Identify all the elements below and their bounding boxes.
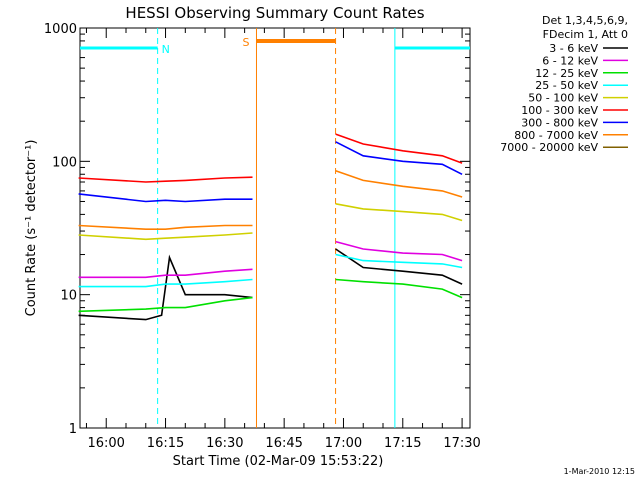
x-tick-label: 17:30 <box>443 436 480 451</box>
y-axis-label: Count Rate (s⁻¹ detector⁻¹) <box>24 140 39 317</box>
annotations: NS <box>80 28 470 428</box>
series-line <box>335 278 463 299</box>
series-line <box>335 133 463 164</box>
saa-label: S <box>242 36 249 49</box>
legend-label: 6 - 12 keV <box>542 54 598 67</box>
legend-label: 7000 - 20000 keV <box>500 141 598 154</box>
series-line <box>78 224 253 230</box>
series-group <box>78 133 463 321</box>
chart-title: HESSI Observing Summary Count Rates <box>125 4 424 22</box>
y-tick-marks <box>80 27 470 429</box>
series-line <box>78 268 253 279</box>
legend-label: 800 - 7000 keV <box>514 129 598 142</box>
legend-label: 12 - 25 keV <box>535 67 598 80</box>
series-line <box>78 176 253 183</box>
series-line <box>335 203 463 222</box>
legend-header-1: Det 1,3,4,5,6,9, <box>542 14 628 27</box>
plot-frame <box>79 27 471 429</box>
x-tick-label: 16:45 <box>265 436 302 451</box>
series-line <box>78 278 253 288</box>
legend-header-2: FDecim 1, Att 0 <box>543 28 628 41</box>
x-axis-label: Start Time (02-Mar-09 15:53:22) <box>173 454 384 469</box>
series-line <box>78 254 253 321</box>
legend-label: 3 - 6 keV <box>549 42 598 55</box>
legend-label: 25 - 50 keV <box>535 79 598 92</box>
y-tick-label: 1000 <box>44 22 77 37</box>
legend-label: 100 - 300 keV <box>521 104 598 117</box>
series-line <box>335 240 463 262</box>
y-tick-label: 1 <box>69 422 77 437</box>
y-tick-labels: 1 10 100 1000 <box>44 22 77 437</box>
x-tick-labels: 16:00 16:15 16:30 16:45 17:00 17:15 17:30 <box>87 436 480 451</box>
x-tick-label: 17:00 <box>325 436 362 451</box>
night-label: N <box>162 43 170 56</box>
series-line <box>335 141 463 176</box>
series-line <box>78 232 253 241</box>
series-line <box>78 296 253 313</box>
legend: Det 1,3,4,5,6,9, FDecim 1, Att 0 3 - 6 k… <box>500 14 628 154</box>
x-tick-label: 16:30 <box>206 436 243 451</box>
series-line <box>335 169 463 198</box>
x-tick-label: 16:15 <box>147 436 184 451</box>
x-tick-label: 17:15 <box>384 436 421 451</box>
series-line <box>335 248 463 285</box>
series-line <box>335 253 463 269</box>
legend-label: 300 - 800 keV <box>521 116 598 129</box>
series-line <box>78 193 253 203</box>
timestamp: 1-Mar-2010 12:15 <box>564 467 635 476</box>
legend-label: 50 - 100 keV <box>528 92 598 105</box>
x-tick-label: 16:00 <box>87 436 124 451</box>
y-tick-label: 10 <box>60 289 77 304</box>
x-tick-marks <box>85 28 463 428</box>
y-tick-label: 100 <box>52 155 77 170</box>
